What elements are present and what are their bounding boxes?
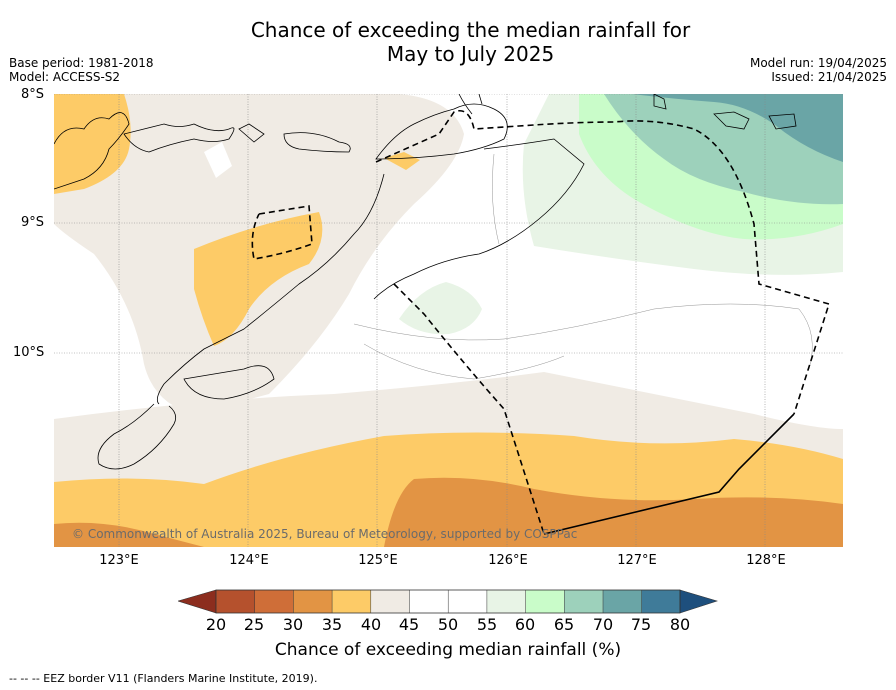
eez-footnote: -- -- -- EEZ border V11 (Flanders Marine… <box>9 672 318 685</box>
colorbar-dividers <box>254 590 642 613</box>
colorbar-tick: 75 <box>630 615 652 634</box>
title-line-2: May to July 2025 <box>386 42 555 66</box>
grid-lines <box>54 94 843 547</box>
colorbar-tick: 55 <box>476 615 498 634</box>
colorbar-60-65 <box>525 590 565 613</box>
copyright-text: © Commonwealth of Australia 2025, Bureau… <box>72 527 578 541</box>
colorbar-35-40 <box>332 590 371 613</box>
base-period-text: Base period: 1981-2018 <box>9 56 154 70</box>
zone-70-75 <box>632 94 843 162</box>
model-run-text: Model run: 19/04/2025 <box>749 56 887 70</box>
lon-label-126e: 126°E <box>488 553 528 568</box>
colorbar-tick: 50 <box>437 615 459 634</box>
colorbar-tick: 40 <box>360 615 382 634</box>
colorbar <box>178 589 718 614</box>
colorbar-below-20 <box>178 589 217 614</box>
colorbar-tick: 80 <box>669 615 691 634</box>
colorbar-tick: 25 <box>243 615 265 634</box>
lon-label-125e: 125°E <box>358 553 398 568</box>
colorbar-75-80 <box>641 590 680 613</box>
zone-white-hole <box>204 142 232 178</box>
zone-35-40-small <box>384 152 420 170</box>
colorbar-tick: 35 <box>321 615 343 634</box>
lat-label-10s: 10°S <box>13 345 45 360</box>
colorbar-frame <box>215 589 681 614</box>
colorbar-20-25 <box>216 590 255 613</box>
zone-55-60-patch <box>399 282 482 335</box>
lat-label-8s: 8°S <box>21 87 45 102</box>
colorbar-tick: 65 <box>553 615 575 634</box>
lon-label-127e: 127°E <box>617 553 657 568</box>
eez-border-solid <box>543 413 795 535</box>
issued-text: Issued: 21/04/2025 <box>771 70 887 84</box>
meta-right: Model run: 19/04/2025 Issued: 21/04/2025 <box>750 56 887 84</box>
model-text: Model: ACCESS-S2 <box>9 70 121 84</box>
colorbar-tick: 45 <box>398 615 420 634</box>
colorbar-50-55 <box>448 590 487 613</box>
lon-label-124e: 124°E <box>229 553 269 568</box>
colorbar-tick: 60 <box>514 615 536 634</box>
zone-35-40-northwest <box>54 94 131 194</box>
colorbar-above-80 <box>679 589 718 614</box>
colorbar-45-50 <box>409 590 449 613</box>
colorbar-70-75 <box>603 590 642 613</box>
colorbar-25-30 <box>254 590 294 613</box>
coastlines <box>54 94 797 470</box>
lon-label-128e: 128°E <box>746 553 786 568</box>
contour-lines <box>353 153 813 380</box>
zone-30-35-south <box>54 522 204 547</box>
colorbar-label: Chance of exceeding median rainfall (%) <box>274 640 622 660</box>
lat-label-9s: 9°S <box>21 215 45 230</box>
lon-label-123e: 123°E <box>99 553 139 568</box>
colorbar-tick: 70 <box>592 615 614 634</box>
colorbar-55-60 <box>486 590 526 613</box>
colorbar-65-70 <box>564 590 603 613</box>
zone-35-40-central <box>194 212 323 346</box>
colorbar-tick: 30 <box>282 615 304 634</box>
colorbar-40-45 <box>370 590 410 613</box>
zone-30-35-southeast <box>384 477 843 547</box>
meta-left: Base period: 1981-2018 Model: ACCESS-S2 <box>9 56 154 84</box>
title-line-1: Chance of exceeding the median rainfall … <box>250 18 691 42</box>
chart-title: Chance of exceeding the median rainfall … <box>0 18 896 66</box>
rainfall-map <box>54 94 843 547</box>
map-svg <box>54 94 843 547</box>
eez-border <box>251 110 831 535</box>
colorbar-tick: 20 <box>205 615 227 634</box>
colorbar-30-35 <box>293 590 333 613</box>
